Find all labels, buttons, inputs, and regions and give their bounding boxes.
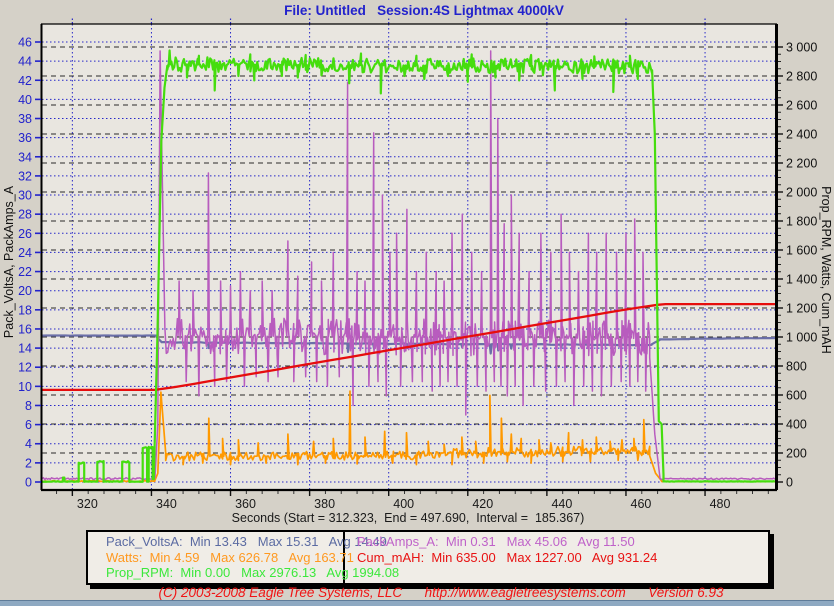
left-tick-label: 16 xyxy=(18,322,32,336)
left-tick-label: 2 xyxy=(25,456,32,470)
left-tick-label: 34 xyxy=(18,150,32,164)
legend-box: Pack_VoltsA: Min 13.43 Max 15.31 Avg 14.… xyxy=(86,530,770,585)
series-line-watts xyxy=(42,390,775,483)
legend-row-packamps-a: PackAmps_A: Min 0.31 Max 45.06 Avg 11.50 xyxy=(357,534,635,549)
legend-right-column: PackAmps_A: Min 0.31 Max 45.06 Avg 11.50… xyxy=(345,532,768,583)
legend-row-cum-mah: Cum_mAH: Min 635.00 Max 1227.00 Avg 931.… xyxy=(357,549,658,565)
legend-row-prop-rpm: Prop_RPM: Min 0.00 Max 2976.13 Avg 1994.… xyxy=(106,565,400,580)
x-tick-label: 380 xyxy=(314,497,335,511)
left-tick-label: 26 xyxy=(18,227,32,241)
legend-left-column: Pack_VoltsA: Min 13.43 Max 15.31 Avg 14.… xyxy=(88,532,400,583)
right-tick-label: 2 600 xyxy=(786,99,817,113)
x-tick-label: 480 xyxy=(710,497,731,511)
series-group xyxy=(42,49,775,483)
left-tick-label: 4 xyxy=(25,437,32,451)
right-tick-label: 3 000 xyxy=(786,41,817,55)
left-tick-label: 24 xyxy=(18,246,32,260)
right-tick-label: 1 800 xyxy=(786,215,817,229)
left-tick-label: 40 xyxy=(18,93,32,107)
series-line-packamps_a xyxy=(42,50,775,481)
footer-copyright: (C) 2003-2008 Eagle Tree Systems, LLC ht… xyxy=(158,585,724,600)
x-tick-label: 320 xyxy=(77,497,98,511)
left-tick-label: 42 xyxy=(18,74,32,88)
legend-row-pack-voltsa: Pack_VoltsA: Min 13.43 Max 15.31 Avg 14.… xyxy=(106,534,387,549)
x-tick-label: 340 xyxy=(156,497,177,511)
left-tick-label: 36 xyxy=(18,131,32,145)
left-tick-label: 18 xyxy=(18,303,32,317)
chart-plot[interactable]: 0246810121416182022242628303234363840424… xyxy=(0,0,834,512)
bottom-edge-strip xyxy=(0,600,834,606)
left-tick-label: 14 xyxy=(18,342,32,356)
left-tick-label: 8 xyxy=(25,399,32,413)
right-tick-label: 0 xyxy=(786,476,793,490)
left-tick-label: 22 xyxy=(18,265,32,279)
left-tick-label: 32 xyxy=(18,169,32,183)
left-tick-label: 44 xyxy=(18,55,32,69)
x-tick-label: 460 xyxy=(631,497,652,511)
right-tick-label: 800 xyxy=(786,360,807,374)
right-tick-label: 1 600 xyxy=(786,244,817,258)
right-tick-label: 600 xyxy=(786,389,807,403)
x-tick-label: 420 xyxy=(472,497,493,511)
right-tick-label: 200 xyxy=(786,447,807,461)
x-tick-label: 400 xyxy=(393,497,414,511)
right-tick-label: 2 400 xyxy=(786,128,817,142)
left-tick-label: 46 xyxy=(18,36,32,50)
left-axis-title: Pack_VoltsA, PackAmps_A xyxy=(2,185,16,338)
left-tick-label: 38 xyxy=(18,112,32,126)
x-tick-label: 360 xyxy=(235,497,256,511)
x-tick-label: 440 xyxy=(551,497,572,511)
legend-row-watts: Watts: Min 4.59 Max 626.78 Avg 163.71 xyxy=(106,549,354,565)
right-axis-title: Prop_RPM, Watts, Cum_mAH xyxy=(819,186,833,354)
left-tick-label: 6 xyxy=(25,418,32,432)
left-tick-label: 28 xyxy=(18,208,32,222)
chart-title: File: Untitled Session:4S Lightmax 4000k… xyxy=(284,3,564,18)
plot-background xyxy=(42,24,775,490)
left-tick-label: 10 xyxy=(18,380,32,394)
right-tick-label: 2 000 xyxy=(786,186,817,200)
left-tick-label: 30 xyxy=(18,189,32,203)
right-tick-label: 400 xyxy=(786,418,807,432)
right-tick-label: 1 400 xyxy=(786,273,817,287)
left-tick-label: 12 xyxy=(18,361,32,375)
series-line-prop_rpm xyxy=(42,49,775,483)
left-tick-label: 0 xyxy=(25,476,32,490)
x-axis-label: Seconds (Start = 312.323, End = 497.690,… xyxy=(231,511,585,525)
right-tick-label: 2 200 xyxy=(786,157,817,171)
right-tick-label: 2 800 xyxy=(786,70,817,84)
right-tick-label: 1 200 xyxy=(786,302,817,316)
left-tick-label: 20 xyxy=(18,284,32,298)
right-tick-label: 1 000 xyxy=(786,331,817,345)
